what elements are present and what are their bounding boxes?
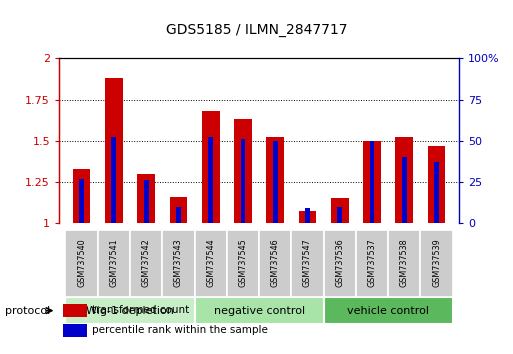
Text: GSM737542: GSM737542 — [142, 238, 151, 287]
Text: vehicle control: vehicle control — [347, 306, 429, 316]
Bar — [388, 230, 421, 297]
Text: GSM737540: GSM737540 — [77, 238, 86, 287]
Bar — [356, 230, 388, 297]
Text: GSM737537: GSM737537 — [367, 238, 377, 287]
Bar — [421, 230, 452, 297]
Bar — [66, 297, 194, 324]
Bar — [162, 230, 194, 297]
Bar — [369, 141, 374, 223]
Bar — [194, 230, 227, 297]
Text: GSM737543: GSM737543 — [174, 238, 183, 287]
Bar — [208, 137, 213, 223]
Text: GSM737547: GSM737547 — [303, 238, 312, 287]
Bar — [396, 137, 413, 223]
Bar — [194, 297, 324, 324]
Text: protocol: protocol — [5, 306, 50, 316]
Text: GSM737545: GSM737545 — [239, 238, 247, 287]
Text: transformed count: transformed count — [92, 305, 189, 315]
Bar — [105, 78, 123, 223]
Bar — [73, 169, 90, 223]
Bar — [227, 230, 259, 297]
Text: GSM737538: GSM737538 — [400, 238, 409, 287]
Bar — [428, 145, 445, 223]
Text: GSM737546: GSM737546 — [271, 238, 280, 287]
Bar — [66, 230, 97, 297]
Text: GSM737541: GSM737541 — [109, 238, 119, 287]
Text: GDS5185 / ILMN_2847717: GDS5185 / ILMN_2847717 — [166, 23, 347, 37]
Bar — [130, 230, 162, 297]
Bar — [97, 230, 130, 297]
Bar — [338, 207, 342, 223]
Bar — [63, 324, 87, 337]
Bar — [137, 174, 155, 223]
Bar — [259, 230, 291, 297]
Bar — [111, 137, 116, 223]
Bar — [63, 304, 87, 316]
Bar — [324, 230, 356, 297]
Bar — [144, 180, 149, 223]
Text: Wig-1 depletion: Wig-1 depletion — [86, 306, 174, 316]
Bar — [299, 211, 317, 223]
Bar — [363, 141, 381, 223]
Bar — [266, 137, 284, 223]
Bar — [331, 198, 349, 223]
Bar — [169, 197, 187, 223]
Bar — [291, 230, 324, 297]
Bar — [324, 297, 452, 324]
Text: percentile rank within the sample: percentile rank within the sample — [92, 325, 268, 336]
Bar — [305, 208, 310, 223]
Bar — [202, 111, 220, 223]
Text: GSM737539: GSM737539 — [432, 238, 441, 287]
Text: GSM737544: GSM737544 — [206, 238, 215, 287]
Bar — [241, 139, 245, 223]
Bar — [234, 119, 252, 223]
Bar — [176, 207, 181, 223]
Bar — [434, 162, 439, 223]
Text: negative control: negative control — [213, 306, 305, 316]
Text: GSM737536: GSM737536 — [335, 238, 344, 287]
Bar — [273, 141, 278, 223]
Bar — [79, 178, 84, 223]
Bar — [402, 157, 407, 223]
